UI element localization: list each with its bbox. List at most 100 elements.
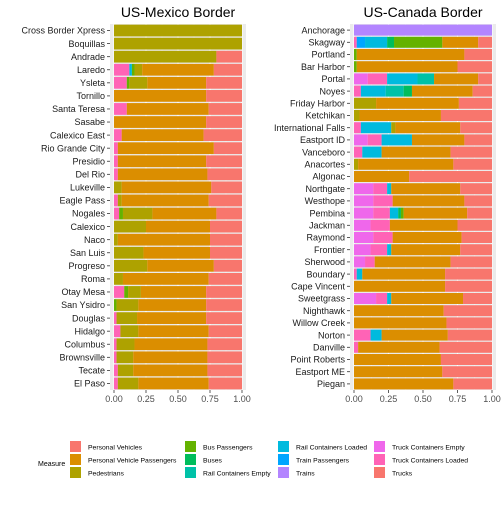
bar-group <box>354 293 492 304</box>
legend: Measure Personal Vehicles Personal Vehicle… <box>38 441 468 478</box>
y-tick-label: Sherwood <box>304 257 345 267</box>
bar-group <box>114 76 242 89</box>
y-tick-label: Piegan <box>317 379 345 389</box>
bar-segment-pv <box>453 378 492 390</box>
y-tick-label: Friday Harbor <box>290 99 345 109</box>
bar-segment-pvp <box>117 168 208 181</box>
bar-segment-pv <box>207 168 242 181</box>
bar-segment-rce <box>385 85 404 97</box>
bar-segment-pvp <box>133 364 208 377</box>
bar-segment-tcl <box>373 232 393 243</box>
bar-segment-ped <box>129 76 148 89</box>
x-tick-label: 0.25 <box>380 394 398 404</box>
bar-group <box>114 142 242 155</box>
bar-group <box>114 207 242 220</box>
legend-label-tp: Train Passengers <box>296 458 350 465</box>
bar-segment-pv <box>203 129 242 141</box>
bar-group <box>354 110 492 121</box>
bar-group <box>354 317 492 329</box>
bar-segment-pv <box>207 364 242 377</box>
y-tick-label: Nogales <box>72 209 106 219</box>
bar-group <box>114 312 242 324</box>
bar-segment-pvp <box>117 233 210 246</box>
y-tick-label: Andrade <box>71 52 105 62</box>
y-tick-label: Naco <box>84 235 105 245</box>
bar-segment-tcl <box>365 256 375 268</box>
legend-label-tce: Truck Containers Empty <box>392 445 465 452</box>
bar-segment-rcl <box>389 207 399 219</box>
bar-segment-pv <box>457 219 492 231</box>
bar-group <box>114 129 242 141</box>
y-tick-label: Eastport ID <box>300 135 346 145</box>
bar-segment-pvp <box>354 366 443 378</box>
bar-segment-ped <box>391 122 396 134</box>
y-tick-label: Eagle Pass <box>59 196 105 206</box>
bar-segment-ped <box>114 220 146 233</box>
bar-segment-ped <box>117 194 122 207</box>
bar-segment-pv <box>442 366 492 378</box>
y-tick-label: Santa Teresa <box>52 104 105 114</box>
bar-segment-tp <box>356 36 366 48</box>
y-tick-label: Laredo <box>77 65 105 75</box>
legend-key-rce <box>185 467 196 478</box>
bar-segment-tcl <box>114 286 125 298</box>
y-tick-label: Brownsville <box>59 353 105 363</box>
panel-1: US-Mexico Border 0.00 0.25 0.50 0.75 1.00 Cros… <box>21 4 250 404</box>
y-tick-label: Bar Harbor <box>301 62 345 72</box>
bar-segment-pvp <box>354 378 454 390</box>
panel-2: US-Canada Border 0.00 0.25 0.50 0.75 1.00 Anch… <box>274 4 501 404</box>
bar-segment-tcl <box>114 207 120 220</box>
bar-segment-pv <box>472 85 492 97</box>
bar-segment-pv <box>213 259 242 272</box>
bar-segment-tce <box>354 207 374 219</box>
bar-group <box>114 103 242 115</box>
bar-group <box>114 273 242 285</box>
bar-group <box>354 158 492 170</box>
bar-segment-pv <box>478 73 492 85</box>
bar-segment-bp <box>131 63 135 76</box>
bar-group <box>354 232 492 243</box>
legend-label-rce: Rail Containers Empty <box>203 471 271 478</box>
bar-segment-pvp <box>138 299 207 311</box>
bar-segment-pvp <box>134 338 208 351</box>
x-tick-label: 0.25 <box>137 394 155 404</box>
y-tick-label: Raymond <box>306 233 345 243</box>
bar-segment-pv <box>457 61 492 73</box>
bar-group <box>354 341 492 353</box>
legend-key-tcl <box>374 454 385 465</box>
bar-segment-bus <box>387 36 395 48</box>
legend-key-tp <box>278 454 289 465</box>
bar-segment-rcl <box>365 36 388 48</box>
bar-segment-rcl <box>387 73 418 85</box>
bar-group <box>114 90 242 102</box>
y-tick-label: Calexico East <box>50 130 106 140</box>
bar-group <box>354 171 492 182</box>
bar-segment-tcl <box>370 219 390 231</box>
y-tick-label: Boundary <box>306 269 345 279</box>
y-tick-label: Ketchikan <box>305 111 345 121</box>
bar-segment-tcl <box>373 195 393 207</box>
bar-segment-pvp <box>359 110 441 121</box>
bar-segment-pvp <box>358 341 440 353</box>
bar-segment-pv <box>440 110 492 121</box>
bar-group <box>354 219 492 231</box>
bar-segment-tcl <box>373 183 388 195</box>
bar-segment-pv <box>206 312 242 324</box>
bar-group <box>114 24 242 37</box>
bar-segment-ped <box>116 351 134 364</box>
bar-segment-pv <box>206 76 242 89</box>
legend-key-bus <box>185 454 196 465</box>
bar-group <box>114 220 242 233</box>
y-tick-label: Rio Grande City <box>41 143 106 153</box>
bar-segment-tcl <box>114 377 118 390</box>
bar-segment-pv <box>208 377 242 390</box>
bar-segment-tcl <box>114 325 121 338</box>
bar-segment-tcl <box>114 168 118 181</box>
bar-group <box>114 338 242 351</box>
bar-segment-ped <box>354 110 360 121</box>
bar-segment-pv <box>216 50 242 63</box>
bar-segment-ped <box>122 207 153 220</box>
bar-segment-pv <box>453 158 492 170</box>
bar-segment-tcl <box>114 76 127 89</box>
bar-segment-pv <box>207 351 242 364</box>
